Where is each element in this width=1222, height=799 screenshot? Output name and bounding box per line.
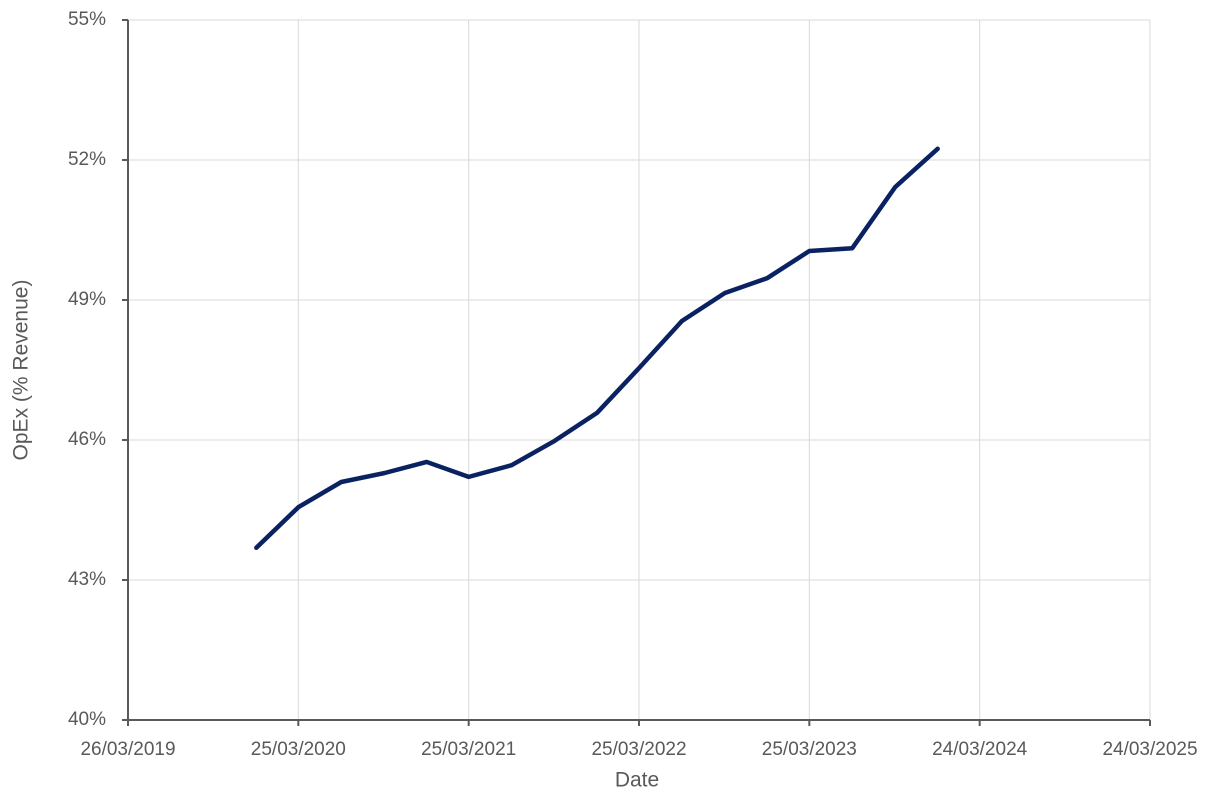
x-tick-label: 24/03/2024 (932, 739, 1028, 760)
x-tick-label: 25/03/2023 (762, 739, 857, 760)
y-tick-label: 40% (68, 709, 106, 730)
y-tick-label: 49% (68, 289, 106, 310)
x-tick-label: 25/03/2021 (421, 739, 516, 760)
y-tick-label: 43% (68, 569, 106, 590)
y-tick-label: 52% (68, 149, 106, 170)
x-tick-label: 24/03/2025 (1102, 739, 1197, 760)
x-axis-label: Date (615, 769, 659, 792)
x-tick-label: 25/03/2022 (591, 739, 686, 760)
y-tick-label: 46% (68, 429, 106, 450)
y-axis-label: OpEx (% Revenue) (10, 280, 33, 461)
data-line (254, 146, 940, 551)
x-tick-label: 25/03/2020 (251, 739, 346, 760)
x-tick-label: 26/03/2019 (80, 739, 175, 760)
y-tick-label: 55% (68, 9, 106, 30)
